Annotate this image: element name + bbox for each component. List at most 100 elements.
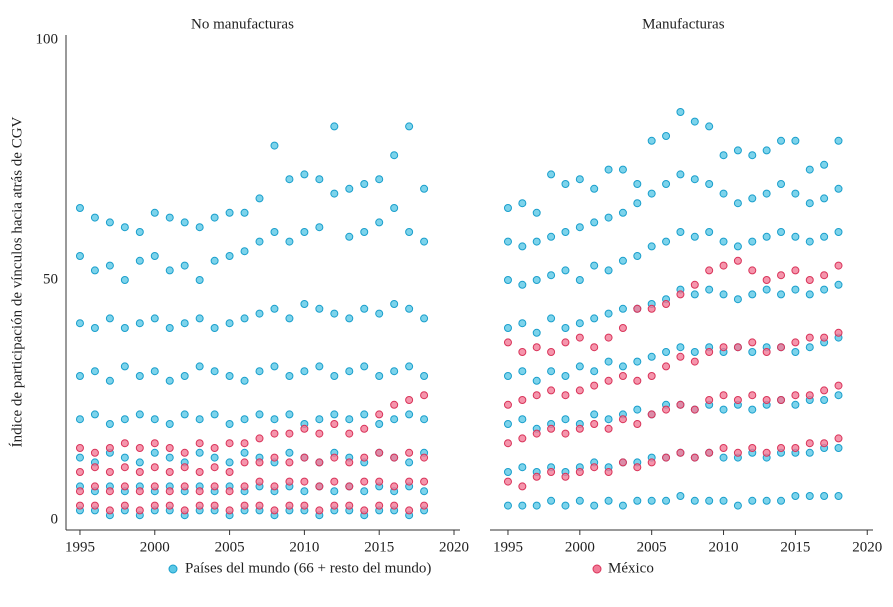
point (590, 501, 599, 510)
point (330, 477, 339, 486)
panel-title: Manufacturas (642, 16, 725, 32)
point (315, 415, 324, 424)
point (120, 415, 129, 424)
point (150, 501, 159, 510)
point (834, 261, 843, 270)
point (390, 400, 399, 409)
point (405, 396, 414, 404)
point (503, 468, 512, 476)
point (647, 410, 656, 419)
point (748, 338, 757, 347)
point (777, 343, 786, 352)
point (105, 444, 114, 452)
point (420, 372, 429, 380)
x-tick-label: 2005 (215, 539, 245, 555)
point (135, 319, 144, 328)
point (547, 496, 556, 505)
point (135, 256, 144, 265)
point (618, 362, 627, 371)
point (575, 319, 584, 328)
point (105, 314, 114, 323)
point (105, 487, 114, 496)
point (270, 141, 279, 150)
point (676, 492, 685, 500)
point (390, 415, 399, 424)
point (315, 506, 324, 515)
point (633, 252, 642, 260)
point (590, 314, 599, 323)
point (503, 204, 512, 212)
point (150, 448, 159, 457)
point (518, 319, 527, 328)
point (75, 415, 84, 424)
x-tick-label: 2010 (709, 539, 739, 555)
point (255, 367, 264, 376)
point (150, 314, 159, 323)
point (120, 276, 129, 284)
point (820, 396, 829, 404)
point (791, 444, 800, 452)
point (604, 165, 613, 174)
point (405, 506, 414, 515)
point (590, 420, 599, 428)
point (420, 453, 429, 462)
point (748, 237, 757, 246)
point (285, 237, 294, 246)
point (733, 256, 742, 265)
point (705, 348, 714, 356)
point (532, 501, 541, 510)
point (420, 184, 429, 193)
point (820, 492, 829, 500)
point (561, 472, 570, 481)
point (820, 194, 829, 203)
point (90, 266, 99, 275)
point (748, 444, 757, 452)
point (420, 487, 429, 496)
point (420, 314, 429, 323)
point (762, 146, 771, 155)
point (150, 252, 159, 260)
point (518, 434, 527, 443)
point (705, 122, 714, 131)
point (547, 170, 556, 179)
point (375, 420, 384, 428)
point (719, 189, 728, 198)
point (575, 496, 584, 505)
point (255, 194, 264, 203)
point (150, 482, 159, 491)
point (150, 439, 159, 448)
point (195, 487, 204, 496)
point (503, 276, 512, 284)
point (561, 429, 570, 438)
point (345, 429, 354, 438)
point (360, 180, 369, 188)
point (225, 506, 234, 515)
point (270, 228, 279, 236)
x-tick-label: 2020 (439, 539, 469, 555)
point (255, 458, 264, 467)
point (647, 372, 656, 380)
point (690, 117, 699, 126)
point (195, 468, 204, 476)
point (633, 463, 642, 472)
point (662, 405, 671, 414)
point (590, 367, 599, 376)
point (805, 448, 814, 457)
point (165, 444, 174, 452)
point (270, 429, 279, 438)
point (547, 348, 556, 356)
point (120, 453, 129, 462)
point (405, 477, 414, 486)
point (719, 405, 728, 414)
point (705, 496, 714, 505)
point (647, 242, 656, 251)
point (547, 314, 556, 323)
point (315, 429, 324, 438)
point (633, 376, 642, 385)
point (791, 266, 800, 275)
point (805, 439, 814, 448)
point (210, 256, 219, 265)
point (503, 501, 512, 510)
point (375, 477, 384, 486)
point (676, 448, 685, 457)
